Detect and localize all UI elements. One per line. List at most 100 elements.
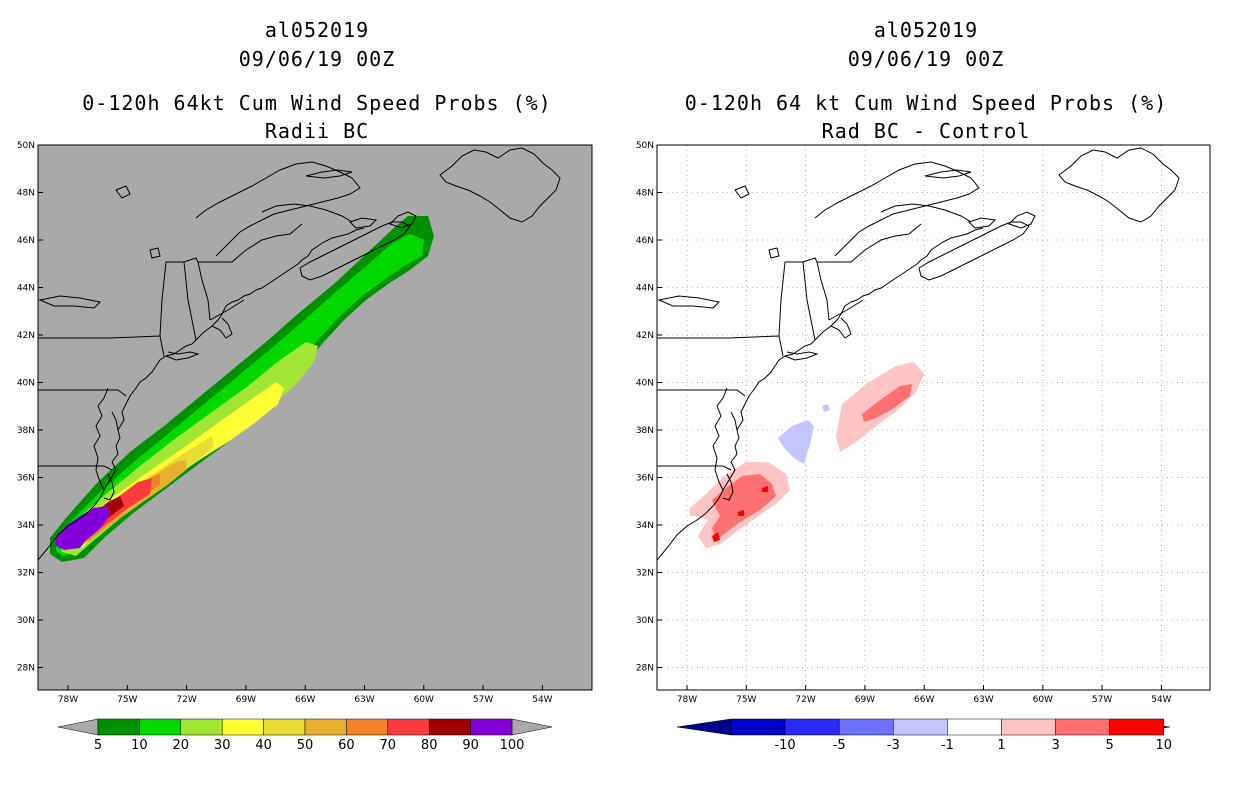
left-map-frame — [37, 144, 593, 691]
right-lat-ticks: 50N 48N 46N 44N 42N 40N 38N 36N 34N 32N 30N 28N — [636, 141, 662, 674]
lat-label-36N: 36N — [17, 474, 35, 484]
colorbar-swatch — [263, 718, 306, 736]
lon-label-54W: 54W — [1151, 695, 1171, 705]
lat-label-38N: 38N — [636, 426, 654, 436]
left-lat-ticks: 50N 48N 46N 44N 42N 40N 38N 36N 34N 32N 30N 28N — [17, 141, 43, 674]
colorbar-label: 5 — [94, 738, 102, 753]
lon-label-72W: 72W — [795, 695, 815, 705]
colorbar-label: 90 — [462, 738, 479, 753]
lat-label-42N: 42N — [636, 331, 654, 341]
lon-label-69W: 69W — [236, 695, 256, 705]
colorbar-label: -3 — [887, 738, 900, 753]
right-subtitle: Rad BC - Control — [821, 119, 1031, 143]
colorbar-label: 20 — [173, 738, 190, 753]
lat-label-46N: 46N — [636, 236, 654, 246]
lat-label-34N: 34N — [17, 521, 35, 531]
lon-label-63W: 63W — [973, 695, 993, 705]
lon-label-75W: 75W — [736, 695, 756, 705]
lon-label-75W: 75W — [117, 695, 137, 705]
right-datetime: 09/06/19 00Z — [847, 47, 1005, 71]
lat-label-40N: 40N — [636, 379, 654, 389]
lat-label-30N: 30N — [636, 616, 654, 626]
colorbar-label: 50 — [297, 738, 314, 753]
colorbar-swatch — [1109, 718, 1165, 736]
colorbar-swatch — [470, 718, 513, 736]
lon-label-69W: 69W — [855, 695, 875, 705]
lat-label-44N: 44N — [17, 284, 35, 294]
prob-band-100 — [62, 512, 102, 546]
colorbar-swatch — [428, 718, 471, 736]
left-colorbar: 5 10 20 30 40 50 60 70 80 90 100 — [57, 718, 553, 753]
colorbar-swatch — [730, 718, 786, 736]
lon-label-54W: 54W — [532, 695, 552, 705]
lat-label-38N: 38N — [17, 426, 35, 436]
colorbar-label: -10 — [774, 738, 795, 753]
diff-region-sw-5to10-b — [738, 510, 744, 516]
diff-region-sw-3to5 — [712, 474, 776, 540]
right-map-frame — [656, 144, 1211, 691]
left-storm-id: al052019 — [264, 18, 370, 42]
colorbar-label: 60 — [338, 738, 355, 753]
colorbar-swatch — [784, 718, 840, 736]
right-gridlines — [657, 145, 1210, 690]
colorbar-label: 10 — [1156, 738, 1173, 753]
colorbar-swatch — [139, 718, 182, 736]
colorbar-swatch — [947, 718, 1002, 736]
colorbar-label: -5 — [833, 738, 846, 753]
lon-label-72W: 72W — [176, 695, 196, 705]
right-map-background — [657, 145, 1210, 690]
colorbar-label: 80 — [421, 738, 438, 753]
right-lon-ticks: 78W 75W 72W 69W 66W 63W 60W 57W 54W — [677, 685, 1172, 705]
lat-label-40N: 40N — [17, 379, 35, 389]
left-map-background — [38, 145, 592, 690]
lon-label-57W: 57W — [473, 695, 493, 705]
lat-label-28N: 28N — [636, 664, 654, 674]
lat-label-32N: 32N — [636, 569, 654, 579]
right-map: 50N 48N 46N 44N 42N 40N 38N 36N 34N 32N 30N 28N 78W… — [636, 141, 1211, 705]
left-colorbar-extend-low — [57, 718, 99, 736]
colorbar-swatch — [838, 718, 894, 736]
colorbar-swatch — [1055, 718, 1110, 736]
lat-label-30N: 30N — [17, 616, 35, 626]
diff-region-sw-5to10-c — [762, 486, 768, 492]
colorbar-swatch — [221, 718, 264, 736]
lat-label-50N: 50N — [17, 141, 35, 151]
colorbar-label: -1 — [941, 738, 954, 753]
lat-label-32N: 32N — [17, 569, 35, 579]
lon-label-57W: 57W — [1092, 695, 1112, 705]
right-colorbar-extend-low — [676, 718, 732, 736]
lat-label-50N: 50N — [636, 141, 654, 151]
colorbar-label: 40 — [255, 738, 272, 753]
lat-label-48N: 48N — [17, 189, 35, 199]
diff-region-small-neg — [822, 404, 830, 412]
colorbar-swatch — [180, 718, 223, 736]
colorbar-label: 100 — [500, 738, 525, 753]
lon-label-78W: 78W — [58, 695, 78, 705]
lat-label-44N: 44N — [636, 284, 654, 294]
left-subtitle: Radii BC — [264, 119, 370, 143]
colorbar-label: 30 — [214, 738, 231, 753]
lon-label-66W: 66W — [295, 695, 315, 705]
colorbar-label: 5 — [1106, 738, 1114, 753]
left-colorbar-extend-high — [511, 718, 553, 736]
lon-label-63W: 63W — [354, 695, 374, 705]
colorbar-swatch — [304, 718, 347, 736]
colorbar-swatch — [893, 718, 948, 736]
left-lon-ticks: 78W 75W 72W 69W 66W 63W 60W 57W 54W — [58, 685, 553, 705]
lat-label-36N: 36N — [636, 474, 654, 484]
lat-label-28N: 28N — [17, 664, 35, 674]
colorbar-swatch — [387, 718, 430, 736]
left-datetime: 09/06/19 00Z — [238, 47, 396, 71]
lon-label-66W: 66W — [914, 695, 934, 705]
colorbar-swatch — [97, 718, 140, 736]
right-storm-id: al052019 — [873, 18, 979, 42]
left-product-title: 0-120h 64kt Cum Wind Speed Probs (%) — [82, 91, 552, 115]
lat-label-42N: 42N — [17, 331, 35, 341]
lat-label-48N: 48N — [636, 189, 654, 199]
colorbar-label: 3 — [1051, 738, 1059, 753]
lon-label-78W: 78W — [677, 695, 697, 705]
colorbar-label: 70 — [380, 738, 397, 753]
lat-label-34N: 34N — [636, 521, 654, 531]
right-product-title: 0-120h 64 kt Cum Wind Speed Probs (%) — [684, 91, 1168, 115]
